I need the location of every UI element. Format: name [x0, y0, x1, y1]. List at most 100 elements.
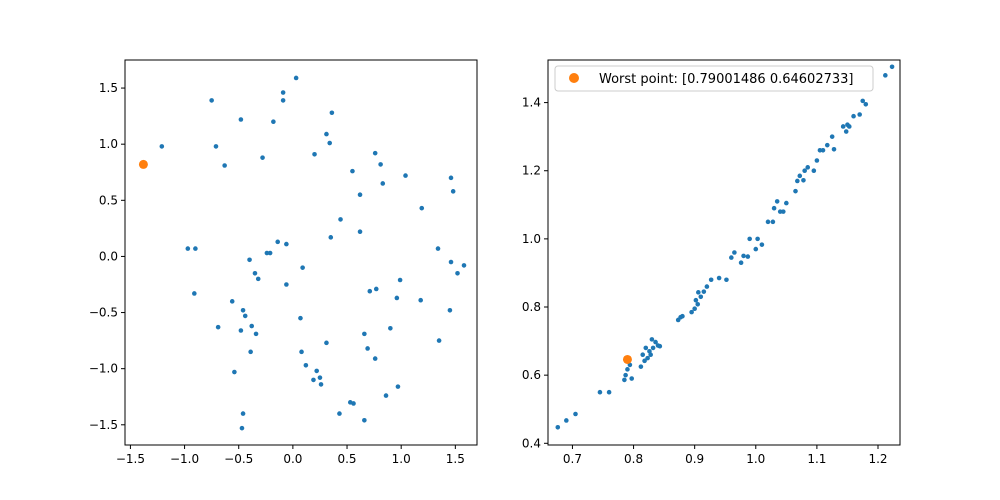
left-worst-point — [138, 159, 148, 169]
right-x-tick-label: 1.1 — [807, 452, 826, 466]
right-data-point — [643, 345, 649, 351]
left-x-tick-label: 1.0 — [392, 452, 411, 466]
left-data-point — [378, 162, 383, 167]
left-data-point — [209, 98, 214, 103]
left-data-point — [253, 331, 259, 337]
right-data-point — [889, 64, 895, 70]
left-data-point — [337, 411, 342, 416]
left-data-point — [373, 286, 379, 292]
left-x-tick-label: 0.0 — [283, 452, 302, 466]
left-data-point — [314, 368, 320, 374]
right-data-point — [811, 168, 817, 174]
left-scatter-axes: −1.5 −1.0 −0.5 0.0 0.5 1.0 1.5 −1.5 −1.0 −0.5 0.0… — [89, 59, 478, 466]
left-data-point — [317, 375, 323, 380]
right-data-point — [638, 364, 644, 369]
left-data-point — [418, 297, 423, 303]
left-data-point — [215, 324, 221, 330]
right-data-point — [802, 168, 807, 174]
right-data-point — [753, 246, 759, 252]
left-data-point — [193, 246, 198, 251]
left-axes-frame — [124, 59, 478, 446]
left-y-tick-label: 0.0 — [99, 249, 118, 263]
left-x-tick-label: −1.0 — [170, 452, 199, 466]
right-data-point — [629, 376, 635, 381]
left-data-point — [248, 349, 253, 355]
right-data-point — [573, 411, 578, 417]
right-data-point — [708, 277, 714, 283]
right-data-point — [693, 297, 699, 303]
right-data-point — [820, 147, 826, 153]
right-data-point — [738, 260, 744, 266]
right-data-point — [741, 253, 746, 259]
right-x-tick-label: 0.7 — [563, 452, 582, 466]
left-data-point — [284, 241, 289, 247]
left-data-point — [367, 288, 373, 294]
right-data-point — [780, 209, 786, 214]
right-data-point — [642, 358, 647, 364]
left-data-point — [213, 144, 219, 149]
left-data-point — [403, 173, 408, 178]
legend-marker — [569, 73, 579, 83]
left-y-tick-label: 0.5 — [99, 193, 118, 207]
left-y-tick-label: 1.0 — [99, 137, 118, 151]
right-data-point — [759, 242, 765, 247]
left-data-point — [461, 263, 467, 268]
left-data-point — [362, 331, 367, 337]
left-data-point — [419, 205, 425, 211]
left-data-point — [395, 384, 401, 389]
right-data-point — [732, 250, 737, 255]
right-data-point — [597, 389, 603, 395]
left-data-point — [255, 276, 261, 282]
left-data-point — [311, 377, 316, 383]
right-data-point — [625, 367, 630, 372]
left-data-point — [260, 155, 265, 160]
right-y-tick-label: 1.0 — [522, 232, 541, 246]
right-data-point — [657, 343, 663, 349]
right-data-point — [701, 289, 707, 294]
left-x-ticks: −1.5 −1.0 −0.5 0.0 0.5 1.0 1.5 — [116, 445, 465, 466]
right-y-tick-label: 1.4 — [522, 96, 541, 110]
right-x-tick-label: 0.8 — [624, 452, 643, 466]
left-data-point — [329, 110, 335, 116]
right-y-tick-label: 0.6 — [522, 368, 541, 382]
right-scatter-points — [555, 64, 895, 430]
left-data-point — [192, 291, 197, 296]
left-data-point — [365, 346, 370, 351]
right-data-point — [689, 309, 694, 315]
right-data-point — [564, 418, 569, 423]
right-data-point — [824, 142, 830, 148]
right-data-point — [797, 173, 803, 179]
right-data-point — [696, 290, 701, 295]
left-data-point — [324, 131, 329, 137]
left-y-tick-label: −0.5 — [89, 306, 118, 320]
left-data-point — [397, 277, 403, 283]
right-data-point — [745, 254, 751, 259]
left-x-tick-label: 0.5 — [337, 452, 356, 466]
left-data-point — [240, 411, 246, 416]
right-data-point — [805, 165, 811, 170]
right-y-tick-label: 0.8 — [522, 300, 541, 314]
left-data-point — [328, 235, 334, 240]
right-data-point — [747, 236, 752, 242]
left-data-point — [284, 282, 289, 287]
right-data-point — [829, 134, 835, 139]
right-data-point — [755, 236, 760, 242]
right-data-point — [640, 352, 646, 358]
right-data-point — [698, 294, 704, 300]
right-data-point — [716, 275, 722, 281]
right-axes-frame — [547, 59, 901, 446]
right-data-point — [851, 113, 856, 119]
right-x-ticks: 0.7 0.8 0.9 1.0 1.1 1.2 — [563, 445, 888, 466]
left-data-point — [318, 382, 324, 387]
left-data-point — [448, 175, 454, 181]
right-y-ticks: 0.4 0.6 0.8 1.0 1.2 1.4 — [522, 96, 548, 450]
right-data-point — [846, 124, 852, 129]
right-data-point — [704, 284, 710, 289]
right-data-point — [653, 339, 658, 345]
right-data-point — [814, 158, 820, 163]
left-x-tick-label: −1.5 — [116, 452, 145, 466]
left-data-point — [447, 308, 453, 313]
left-data-point — [383, 393, 389, 398]
left-data-point — [239, 425, 245, 431]
left-data-point — [372, 356, 378, 361]
